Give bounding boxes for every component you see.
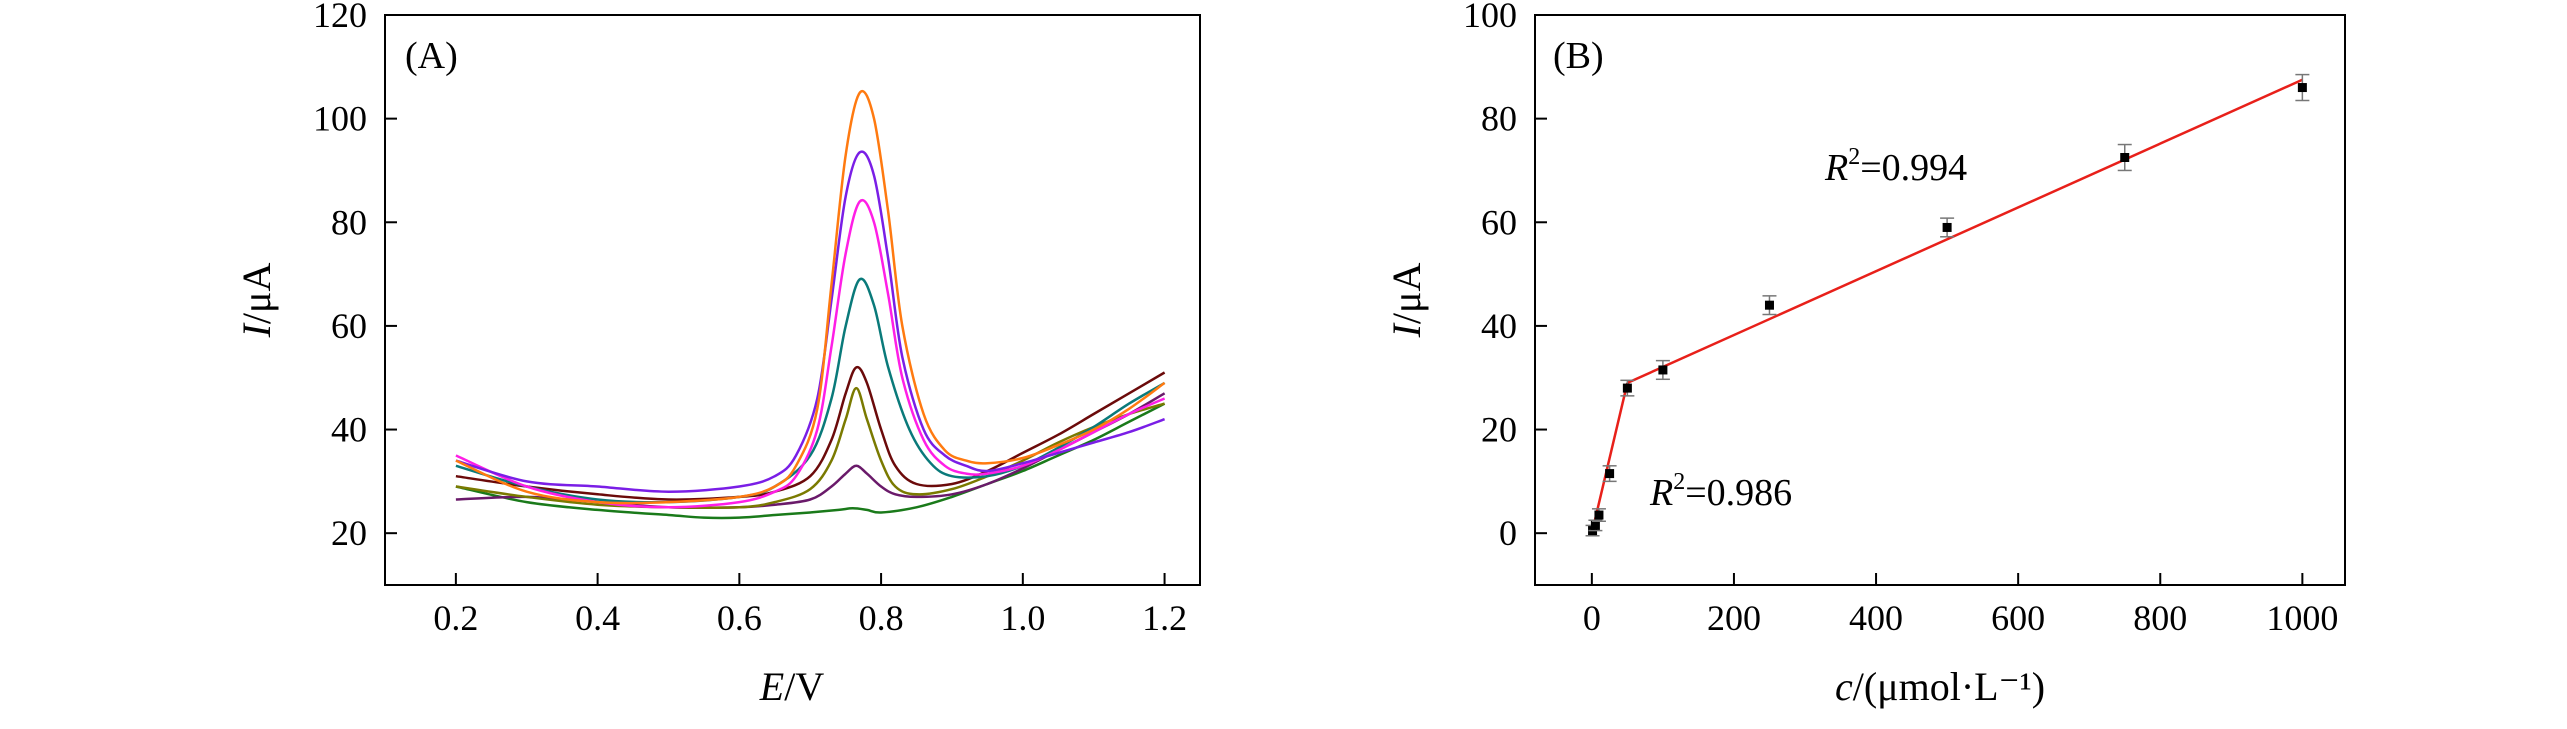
- r2-annotation-high: R2=0.994: [1824, 144, 1967, 189]
- series-line-curve-7: [455, 150, 1166, 493]
- data-point: [1620, 379, 1635, 397]
- series-line-curve-8: [455, 90, 1166, 505]
- chart-1-y-tick-label: 60: [1481, 202, 1517, 242]
- chart-0-y-tick-label: 60: [331, 306, 367, 346]
- panel-a-frame: [384, 14, 1201, 586]
- chart-1-x-tick-label: 0: [1583, 598, 1601, 638]
- chart-0-x-tick-label: 0.6: [717, 598, 762, 638]
- chart-1-x-tick-label: 600: [1991, 598, 2045, 638]
- chart-1-y-tick-label: 80: [1481, 99, 1517, 139]
- series-line-curve-6: [455, 199, 1166, 509]
- data-point: [2117, 143, 2132, 172]
- panel-b-y-axis-label: I/μA: [1384, 263, 1429, 339]
- chart-0-x-tick-label: 0.2: [433, 598, 478, 638]
- panel-a-label: (A): [405, 35, 458, 77]
- panel-b: 0 200 400 600 800 1000 0 20 40 60 80 100 (B) R2=0.…: [1384, 0, 2346, 709]
- point-marker: [1594, 510, 1604, 520]
- series-line-curve-1: [455, 402, 1166, 520]
- point-marker: [1622, 383, 1632, 393]
- panel-a: 0.2 0.4 0.6 0.8 1.0 1.2 20 40 60 80 100 120 (A) E/…: [234, 0, 1201, 709]
- chart-0-y-tick-label: 80: [331, 202, 367, 242]
- panel-b-frame: [1534, 14, 2346, 586]
- chart-0-x-tick-label: 1.0: [1000, 598, 1045, 638]
- point-marker: [1590, 520, 1600, 530]
- chart-0-x-tick-label: 0.4: [575, 598, 620, 638]
- point-marker: [1764, 300, 1774, 310]
- chart-1-x-tick-label: 800: [2133, 598, 2187, 638]
- point-marker: [1942, 222, 1952, 232]
- data-point: [1655, 359, 1670, 381]
- panel-b-label: (B): [1553, 35, 1604, 77]
- point-marker: [1605, 469, 1615, 479]
- point-marker: [1658, 365, 1668, 375]
- panel-a-y-ticks: 20 40 60 80 100 120: [313, 0, 397, 553]
- data-point: [1940, 217, 1955, 238]
- chart-1-y-tick-label: 20: [1481, 410, 1517, 450]
- fit-high-line: [1626, 78, 2303, 385]
- panel-a-curves: [455, 90, 1166, 520]
- data-point: [2295, 73, 2310, 102]
- chart-1-x-tick-label: 400: [1849, 598, 1903, 638]
- panel-b-x-ticks: 0 200 400 600 800 1000: [1583, 573, 2338, 638]
- data-point: [1602, 465, 1617, 483]
- series-line-curve-4: [455, 365, 1166, 501]
- panel-b-x-axis-label: c/(μmol·L⁻¹): [1835, 664, 2045, 709]
- chart-1-y-tick-label: 100: [1463, 0, 1517, 35]
- chart-0-y-tick-label: 100: [313, 99, 367, 139]
- chart-1-x-tick-label: 200: [1707, 598, 1761, 638]
- r2-annotation-low: R2=0.986: [1649, 469, 1792, 514]
- chart-0-y-tick-label: 40: [331, 410, 367, 450]
- chart-1-y-tick-label: 40: [1481, 306, 1517, 346]
- chart-0-y-tick-label: 120: [313, 0, 367, 35]
- point-marker: [2120, 153, 2130, 162]
- panel-b-data-points: [1585, 73, 2310, 537]
- point-marker: [2297, 83, 2307, 93]
- series-line-curve-5: [455, 277, 1166, 504]
- chart-0-x-tick-label: 1.2: [1142, 598, 1187, 638]
- chart-1-x-tick-label: 1000: [2266, 598, 2338, 638]
- panel-b-y-ticks: 0 20 40 60 80 100: [1463, 0, 1547, 553]
- data-point: [1591, 508, 1606, 523]
- chart-1-y-tick-label: 0: [1499, 513, 1517, 553]
- data-point: [1762, 295, 1777, 316]
- panel-a-x-axis-label: E/V: [759, 664, 825, 709]
- chart-0-x-tick-label: 0.8: [859, 598, 904, 638]
- panel-a-x-ticks: 0.2 0.4 0.6 0.8 1.0 1.2: [433, 573, 1187, 638]
- chart-0-y-tick-label: 20: [331, 513, 367, 553]
- panel-a-y-axis-label: I/μA: [234, 263, 279, 339]
